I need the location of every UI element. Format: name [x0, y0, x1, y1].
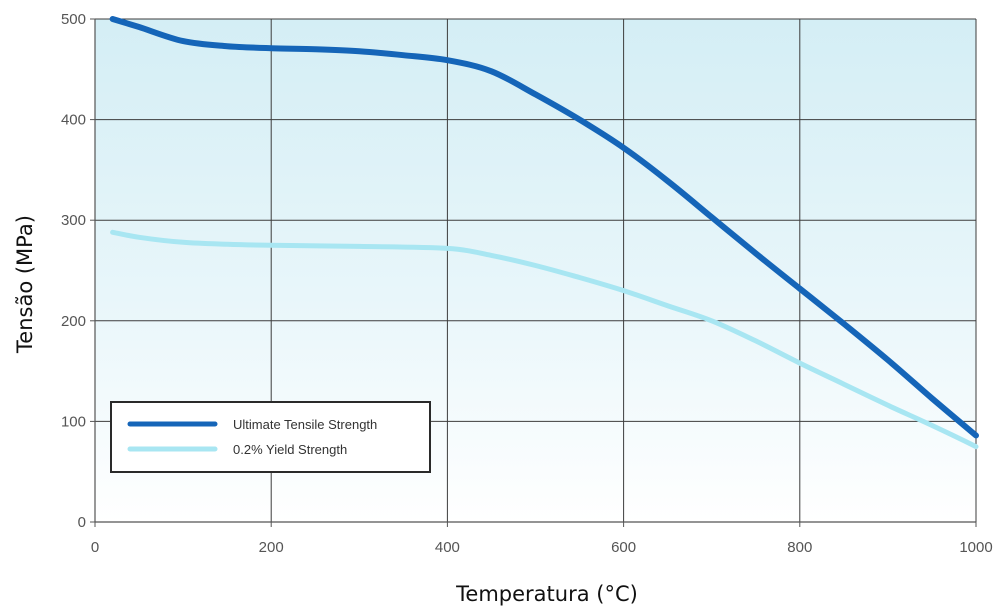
y-tick-label: 200 — [61, 313, 86, 330]
x-tick-label: 0 — [91, 539, 99, 556]
legend-label-ultimate-tensile-strength: Ultimate Tensile Strength — [233, 417, 377, 432]
series-line-ultimate-tensile-strength — [109, 16, 979, 439]
axes: 0 200 400 600 800 1000 0 100 200 300 400 500 — [61, 11, 993, 556]
series-lines — [109, 16, 979, 450]
y-tick-label: 300 — [61, 212, 86, 229]
y-tick-label: 100 — [61, 413, 86, 430]
x-tick-label: 600 — [611, 539, 636, 556]
series-line-yield-strength — [110, 229, 979, 450]
y-axis-title: Tensão (MPa) — [13, 215, 37, 354]
x-tick-label: 1000 — [959, 539, 992, 556]
x-tick-label: 800 — [787, 539, 812, 556]
legend-label-yield-strength: 0.2% Yield Strength — [233, 442, 347, 457]
legend: Ultimate Tensile Strength 0.2% Yield Str… — [110, 401, 431, 473]
grid-lines — [95, 18, 977, 522]
y-tick-label: 500 — [61, 11, 86, 28]
x-axis-title: Temperatura (°C) — [455, 582, 638, 606]
x-tick-label: 400 — [435, 539, 460, 556]
y-tick-label: 400 — [61, 112, 86, 129]
legend-box — [110, 401, 431, 473]
y-tick-label: 0 — [78, 514, 86, 531]
x-tick-label: 200 — [259, 539, 284, 556]
